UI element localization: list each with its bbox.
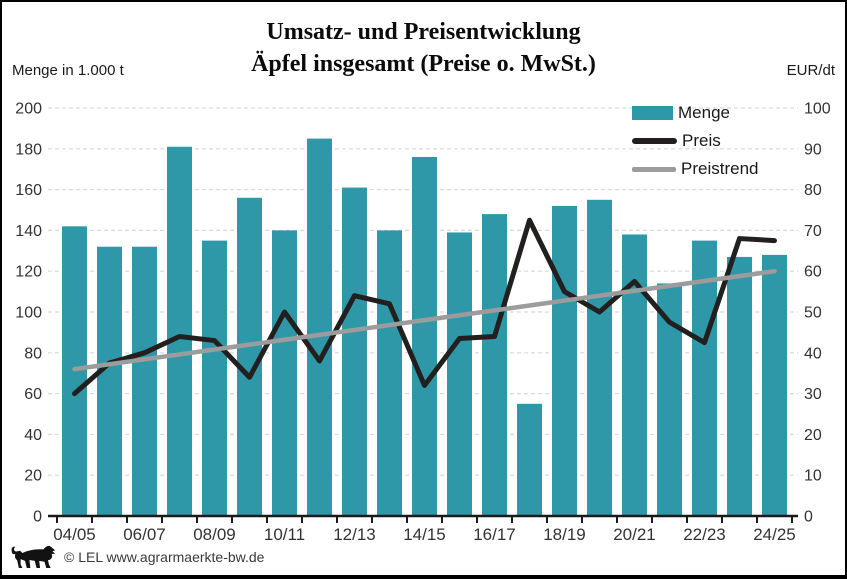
y-axis-label-right: 70 [804, 223, 822, 240]
menge-bar [167, 146, 192, 516]
x-axis-label: 08/09 [193, 525, 236, 544]
footer-credit-text: © LEL www.agrarmaerkte-bw.de [64, 548, 265, 565]
menge-bar [97, 246, 122, 516]
y-axis-label-right: 40 [804, 345, 822, 362]
menge-bar [587, 199, 612, 517]
y-axis-label-right: 0 [804, 509, 813, 526]
y-axis-label-left: 180 [15, 141, 42, 158]
y-axis-label-left: 100 [15, 305, 42, 322]
lion-logo-icon [11, 545, 56, 568]
preistrend-swatch-icon [632, 166, 676, 172]
x-axis-label: 24/25 [753, 525, 796, 544]
y-axis-label-left: 140 [15, 223, 42, 240]
menge-bar [412, 156, 437, 516]
left-axis-unit-label: Menge in 1.000 t [12, 62, 124, 79]
menge-bar [447, 232, 472, 516]
menge-bar [727, 256, 752, 516]
x-axis-label: 04/05 [53, 525, 96, 544]
legend-item-preis: Preis [632, 127, 758, 155]
y-axis-label-left: 200 [15, 101, 42, 118]
preistrend-line [72, 268, 777, 372]
y-axis-label-left: 20 [24, 468, 42, 485]
x-axis-label: 18/19 [543, 525, 586, 544]
footer: © LEL www.agrarmaerkte-bw.de [10, 543, 264, 570]
legend-item-menge: Menge [632, 99, 758, 127]
legend-item-preistrend: Preistrend [632, 155, 758, 183]
menge-bar [272, 230, 297, 516]
y-axis-label-right: 90 [804, 141, 822, 158]
menge-bar [517, 403, 542, 516]
menge-bar [552, 205, 577, 517]
y-axis-label-right: 10 [804, 468, 822, 485]
y-axis-label-left: 0 [33, 509, 42, 526]
menge-bar [482, 214, 507, 516]
x-axis-label: 20/21 [613, 525, 656, 544]
chart-title: Umsatz- und Preisentwicklung Äpfel insge… [2, 16, 845, 80]
legend-label-preis: Preis [682, 131, 721, 150]
menge-bar [762, 254, 787, 516]
y-axis-label-right: 100 [804, 101, 831, 118]
menge-bar [202, 240, 227, 516]
y-axis-label-left: 40 [24, 427, 42, 444]
legend-label-menge: Menge [678, 103, 730, 122]
menge-bar [657, 283, 682, 516]
right-axis-unit-label: EUR/dt [786, 62, 835, 79]
menge-swatch-icon [632, 106, 673, 120]
menge-bar [307, 138, 332, 516]
x-axis-label: 06/07 [123, 525, 166, 544]
chart-title-line1: Umsatz- und Preisentwicklung [266, 19, 581, 45]
y-axis-label-left: 80 [24, 345, 42, 362]
y-axis-label-right: 30 [804, 386, 822, 403]
menge-bar [622, 234, 647, 517]
y-axis-label-left: 160 [15, 182, 42, 199]
y-axis-label-right: 50 [804, 305, 822, 322]
chart-legend: Menge Preis Preistrend [632, 99, 758, 183]
y-axis-label-right: 60 [804, 264, 822, 281]
y-axis-label-left: 120 [15, 264, 42, 281]
y-axis-label-right: 80 [804, 182, 822, 199]
x-axis-label: 14/15 [403, 525, 446, 544]
menge-bar [692, 240, 717, 516]
menge-bar [342, 187, 367, 516]
menge-bar [377, 230, 402, 516]
legend-label-preistrend: Preistrend [681, 159, 759, 178]
x-axis-label: 16/17 [473, 525, 516, 544]
x-axis-label: 12/13 [333, 525, 376, 544]
y-axis-label-right: 20 [804, 427, 822, 444]
menge-bar [132, 246, 157, 516]
x-axis-label: 10/11 [264, 525, 305, 544]
chart-title-line2: Äpfel insgesamt (Preise o. MwSt.) [251, 51, 596, 77]
preis-line [72, 217, 777, 397]
x-axis-label: 22/23 [683, 525, 726, 544]
y-axis-label-left: 60 [24, 386, 42, 403]
preis-swatch-icon [632, 138, 677, 144]
